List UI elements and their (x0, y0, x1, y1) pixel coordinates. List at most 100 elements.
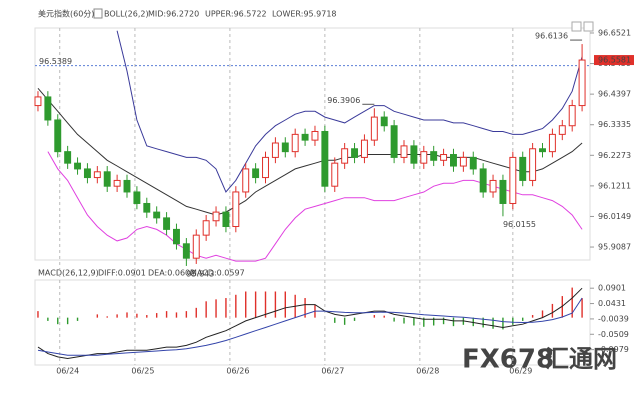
y-tick-label: 96.4397 (598, 90, 631, 99)
low-label: 96.0155 (503, 220, 536, 229)
macd-bar (561, 296, 563, 318)
candle-body (113, 179, 121, 187)
macd-tick-label: 0.0431 (598, 299, 626, 308)
candle-body (519, 156, 527, 181)
candle-body (489, 179, 497, 193)
candle-body (341, 148, 349, 164)
macd-bar (304, 298, 306, 318)
candle-body (103, 171, 111, 187)
title: 美元指数 (38, 9, 70, 19)
macd-tick-label: 0.0901 (598, 284, 626, 293)
candle-body (232, 191, 240, 228)
macd-bar (274, 291, 277, 318)
candle-body (311, 130, 319, 141)
macd-bar (571, 287, 573, 318)
macd-bar (37, 311, 39, 318)
macd-bar (116, 314, 118, 318)
candle-body (271, 142, 279, 158)
macd-diff: DIFF:0.0901 (98, 269, 146, 278)
macd-bar (492, 317, 494, 329)
candle-body (351, 148, 359, 158)
candle-body (568, 105, 576, 127)
macd-bar (225, 298, 227, 318)
y-tick-label: 96.3335 (598, 120, 631, 129)
candle-body (360, 139, 368, 158)
candle-body (558, 125, 566, 135)
candle-body (64, 151, 72, 164)
candle-body (212, 211, 220, 222)
reference-label: 96.5389 (39, 57, 72, 66)
candle-body (509, 156, 517, 204)
macd-bar (472, 317, 474, 327)
candle-body (182, 243, 190, 259)
candle-body (83, 168, 91, 179)
macd-bar (146, 315, 148, 318)
boll-icon[interactable] (93, 8, 103, 19)
macd-bar (254, 291, 257, 318)
macd-bar (215, 299, 217, 318)
candle-body (420, 151, 428, 164)
macd-bar (235, 294, 237, 318)
y-tick-label: 96.1211 (598, 181, 631, 190)
macd-macd: MACD:0.0597 (190, 269, 245, 278)
macd-label: MACD(26,12,9) (38, 269, 99, 278)
period: (60分) (70, 10, 94, 19)
candle-body (202, 220, 210, 236)
macd-bar (353, 317, 356, 321)
x-tick-label: 06/29 (509, 367, 532, 376)
macd-bar (175, 312, 178, 318)
macd-bar (185, 311, 188, 318)
macd-tick-label: -0.0979 (598, 345, 629, 354)
last-price-box (594, 55, 634, 66)
x-tick-label: 06/27 (321, 367, 344, 376)
candle-body (301, 133, 309, 141)
candle-body (578, 59, 586, 107)
candle-body (281, 142, 289, 153)
candle-body (440, 154, 448, 161)
candle-body (153, 211, 161, 219)
candle-body (539, 148, 546, 153)
macd-bar (423, 317, 425, 327)
zoom-button[interactable] (571, 21, 582, 32)
macd-bar (531, 315, 534, 318)
candle-body (93, 171, 101, 179)
macd-frame (34, 279, 591, 366)
boll-line (37, 87, 583, 216)
macd-tick-label: -0.0509 (598, 330, 629, 339)
boll-line (116, 30, 583, 193)
y-tick-label: 96.6521 (598, 28, 631, 37)
candle-body (390, 125, 398, 158)
candle-body (163, 217, 171, 230)
macd-bar (522, 317, 524, 321)
candle-body (410, 145, 418, 164)
macd-bar (126, 312, 128, 318)
candle-body (222, 211, 230, 228)
candle-body (262, 156, 269, 179)
y-tick-label: 96.0149 (598, 212, 631, 221)
y-tick-label: 96.2273 (598, 151, 631, 160)
close-button[interactable] (583, 21, 594, 32)
main-frame (34, 27, 591, 261)
macd-bar (264, 291, 267, 318)
macd-bar (502, 317, 504, 330)
macd-bar (442, 317, 445, 325)
macd-bar (393, 317, 395, 322)
candle-body (380, 116, 388, 127)
low-label: 95.843 (186, 269, 214, 278)
macd-line (37, 297, 583, 356)
macd-bar (47, 317, 49, 321)
candle-body (252, 168, 260, 179)
macd-bar (512, 317, 514, 325)
watermark: FX678 (462, 345, 554, 375)
candle-body (123, 179, 131, 193)
candle-body (459, 156, 467, 167)
macd-bar (66, 317, 69, 325)
candle-body (173, 228, 180, 245)
macd-bar (334, 317, 336, 323)
macd-bar (403, 317, 405, 324)
candle-body (331, 162, 339, 187)
macd-bar (413, 317, 415, 326)
boll-lower: LOWER:95.9718 (272, 10, 337, 19)
